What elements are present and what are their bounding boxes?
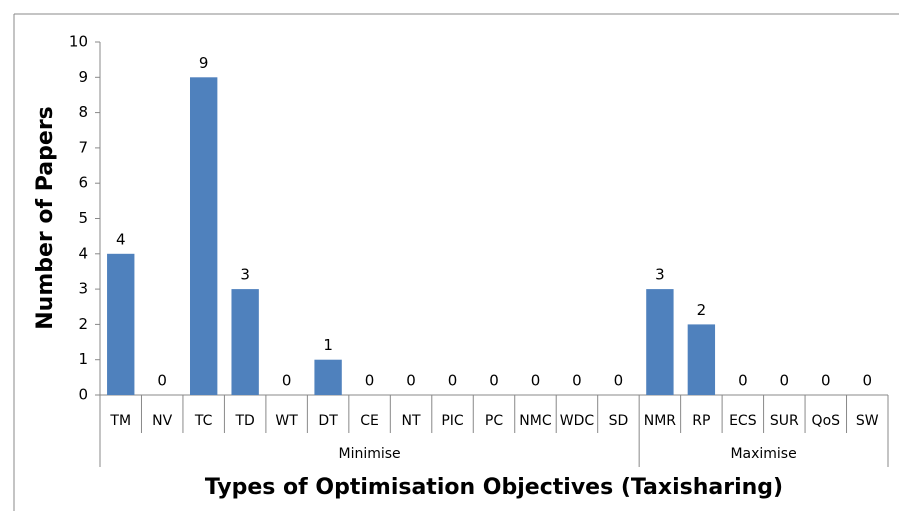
x-tick-label: WT [275, 413, 298, 429]
group-label: Minimise [338, 446, 400, 462]
value-label: 0 [821, 372, 831, 390]
bar [646, 289, 674, 395]
y-tick-label: 3 [78, 280, 88, 298]
value-label: 0 [738, 372, 748, 390]
y-axis-title: Number of Papers [33, 106, 58, 330]
x-tick-label: ECS [729, 413, 757, 429]
value-label: 0 [489, 372, 499, 390]
value-label: 0 [572, 372, 582, 390]
x-tick-label: SD [609, 413, 629, 429]
x-tick-label: NMR [644, 413, 677, 429]
value-label: 3 [240, 266, 250, 284]
y-tick-label: 5 [78, 209, 88, 227]
value-label: 9 [199, 54, 209, 72]
bar [107, 253, 135, 395]
bar [687, 324, 716, 395]
value-label: 3 [655, 266, 665, 284]
x-tick-label: TM [109, 413, 131, 429]
x-tick-label: NMC [519, 413, 552, 429]
x-tick-label: NV [152, 413, 172, 429]
value-label: 0 [614, 372, 624, 390]
bar [314, 359, 342, 395]
x-tick-label: WDC [560, 413, 595, 429]
value-label: 0 [780, 372, 790, 390]
y-tick-label: 0 [78, 386, 88, 404]
bar [231, 289, 259, 395]
y-tick-label: 2 [78, 315, 88, 333]
value-label: 0 [531, 372, 541, 390]
y-tick-label: 9 [78, 68, 88, 86]
value-label: 1 [323, 336, 333, 354]
x-tick-label: SW [856, 413, 879, 429]
x-tick-label: TD [234, 413, 254, 429]
value-label: 4 [116, 230, 126, 248]
y-tick-label: 4 [78, 244, 88, 262]
x-tick-label: SUR [770, 413, 799, 429]
x-tick-label: DT [318, 413, 338, 429]
value-label: 0 [862, 372, 872, 390]
value-label: 2 [697, 301, 707, 319]
frame [13, 13, 899, 511]
y-tick-label: 8 [78, 103, 88, 121]
x-tick-label: PIC [441, 413, 464, 429]
value-label: 0 [365, 372, 375, 390]
x-tick-label: NT [402, 413, 421, 429]
y-tick-label: 6 [78, 174, 88, 192]
bar [189, 77, 218, 396]
value-label: 0 [157, 372, 167, 390]
value-label: 0 [448, 372, 458, 390]
x-tick-label: CE [360, 413, 379, 429]
x-tick-label: RP [692, 413, 710, 429]
y-tick-label: 10 [69, 33, 88, 51]
value-label: 0 [282, 372, 292, 390]
value-label: 0 [406, 372, 416, 390]
group-label: Maximise [730, 446, 796, 462]
x-tick-label: QoS [812, 413, 841, 429]
x-axis-title: Types of Optimisation Objectives (Taxish… [205, 475, 783, 500]
x-tick-label: PC [485, 413, 503, 429]
y-tick-label: 7 [78, 138, 88, 156]
x-tick-label: TC [194, 413, 213, 429]
y-tick-label: 1 [78, 350, 88, 368]
